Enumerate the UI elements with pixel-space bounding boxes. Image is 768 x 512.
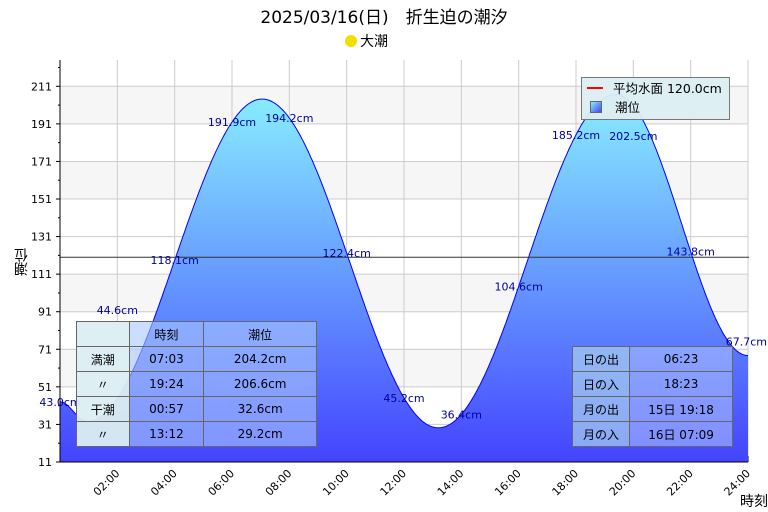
cell: 206.6cm (203, 371, 317, 397)
table-row: 月の出 15日 19:18 (571, 396, 733, 422)
cell: 月の入 (571, 421, 631, 447)
point-label: 194.2cm (265, 112, 313, 125)
cell: 00:57 (128, 396, 205, 422)
point-label: 185.2cm (552, 129, 600, 142)
y-tick-label: 11 (38, 456, 52, 469)
x-tick-label: 04:00 (148, 467, 180, 499)
table-row: 干潮 00:57 32.6cm (76, 396, 317, 422)
cell: 〃 (76, 421, 130, 447)
table-row: 月の入 16日 07:09 (571, 421, 733, 447)
tide-table: 時刻 潮位 満潮 07:03 204.2cm 〃 19:24 206.6cm 干潮 00:5… (76, 321, 317, 447)
cell (76, 321, 130, 347)
point-label: 191.9cm (208, 116, 256, 129)
point-label: 44.6cm (97, 304, 138, 317)
cell: 32.6cm (203, 396, 317, 422)
page-title: 2025/03/16(日) 折生迫の潮汐 (260, 8, 508, 28)
x-tick-label: 18:00 (550, 467, 582, 499)
moon-phase-label: 大潮 (360, 34, 388, 50)
point-label: 104.6cm (495, 280, 543, 293)
point-label: 45.2cm (383, 392, 424, 405)
table-row: 日の出 06:23 (571, 346, 733, 372)
legend-mean: 平均水面 120.0cm (613, 81, 722, 96)
y-tick-label: 71 (38, 343, 52, 356)
x-tick-label: 12:00 (378, 467, 410, 499)
x-tick-label: 20:00 (607, 467, 639, 499)
cell: 日の出 (571, 346, 631, 372)
point-label: 118.1cm (151, 254, 199, 267)
cell: 潮位 (203, 321, 317, 347)
point-label: 43.0cm (39, 396, 80, 409)
table-row: 〃 13:12 29.2cm (76, 421, 317, 447)
cell: 19:24 (128, 371, 205, 397)
table-row: 日の入 18:23 (571, 371, 733, 397)
mean-line-swatch (587, 86, 603, 89)
x-tick-label: 02:00 (91, 467, 123, 499)
x-tick-label: 16:00 (492, 467, 524, 499)
point-label: 202.5cm (609, 130, 657, 143)
y-axis-label: 潮位 (14, 248, 30, 276)
y-tick-label: 31 (38, 418, 52, 431)
cell: 16日 07:09 (629, 421, 733, 447)
cell: 〃 (76, 371, 130, 397)
y-tick-label: 111 (31, 268, 52, 281)
y-tick-label: 91 (38, 306, 52, 319)
moon-icon (345, 35, 357, 47)
cell: 月の出 (571, 396, 631, 422)
legend: 平均水面 120.0cm 潮位 (581, 77, 730, 120)
x-tick-label: 06:00 (206, 467, 238, 499)
x-tick-label: 14:00 (435, 467, 467, 499)
cell: 06:23 (629, 346, 733, 372)
x-axis-label: 時刻 (740, 494, 768, 510)
point-label: 143.8cm (667, 246, 715, 259)
table-row: 満潮 07:03 204.2cm (76, 346, 317, 372)
y-tick-label: 211 (31, 80, 52, 93)
point-label: 67.7cm (726, 335, 767, 348)
legend-tide: 潮位 (615, 100, 641, 115)
tide-swatch (590, 100, 602, 113)
cell: 07:03 (128, 346, 205, 372)
y-tick-label: 151 (31, 193, 52, 206)
x-tick-label: 10:00 (320, 467, 352, 499)
point-label: 122.4cm (323, 247, 371, 260)
moon-phase: 大潮 (345, 31, 388, 51)
cell: 干潮 (76, 396, 130, 422)
table-row: 〃 19:24 206.6cm (76, 371, 317, 397)
cell: 13:12 (128, 421, 205, 447)
x-tick-label: 08:00 (263, 467, 295, 499)
sun-moon-table: 日の出 06:23 日の入 18:23 月の出 15日 19:18 月の入 16日 07… (571, 346, 733, 447)
cell: 204.2cm (203, 346, 317, 372)
y-tick-label: 171 (31, 155, 52, 168)
x-tick-label: 22:00 (664, 467, 696, 499)
cell: 29.2cm (203, 421, 317, 447)
y-tick-label: 51 (38, 381, 52, 394)
cell: 満潮 (76, 346, 130, 372)
cell: 18:23 (629, 371, 733, 397)
y-tick-label: 131 (31, 231, 52, 244)
point-label: 36.4cm (441, 408, 482, 421)
y-tick-label: 191 (31, 118, 52, 131)
cell: 時刻 (128, 321, 205, 347)
cell: 日の入 (571, 371, 631, 397)
cell: 15日 19:18 (629, 396, 733, 422)
